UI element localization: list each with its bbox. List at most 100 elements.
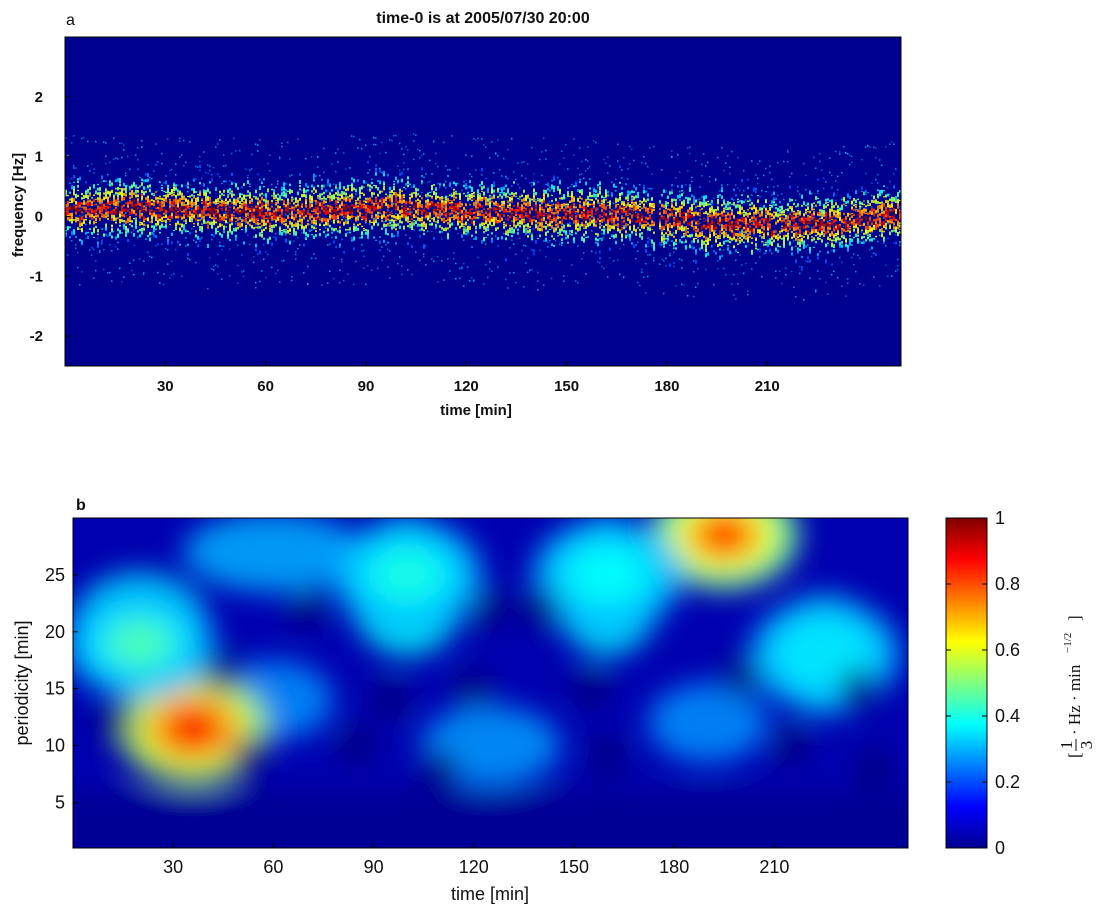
panel-a-spectrum-cell [425, 227, 427, 230]
panel-a-spectrum-cell [405, 201, 407, 204]
panel-a-spectrum-cell [569, 233, 571, 235]
panel-a-spectrum-cell [613, 260, 615, 262]
panel-a-spectrum-cell [511, 200, 513, 204]
panel-a-spectrum-cell [507, 287, 509, 289]
panel-a-spectrum-cell [71, 213, 73, 216]
panel-a-spectrum-cell [353, 135, 355, 138]
panel-a-spectrum-cell [563, 280, 565, 282]
panel-a-spectrum-cell [561, 221, 563, 225]
panel-a-spectrum-cell [121, 213, 123, 216]
panel-a-spectrum-cell [313, 173, 315, 178]
panel-a-spectrum-cell [333, 216, 335, 220]
panel-a-spectrum-cell [347, 198, 349, 202]
panel-a-spectrum-cell [215, 227, 217, 230]
panel-a-spectrum-cell [459, 216, 461, 220]
panel-a-spectrum-cell [331, 217, 333, 219]
panel-a-spectrum-cell [601, 233, 603, 235]
panel-a-spectrum-cell [189, 220, 191, 223]
panel-a-spectrum-cell [311, 221, 313, 224]
panel-a-spectrum-cell [179, 243, 181, 246]
panel-a-spectrum-cell [87, 165, 89, 167]
panel-a-spectrum-cell [471, 189, 473, 192]
panel-a-spectrum-cell [111, 235, 113, 239]
panel-a-spectrum-cell [313, 235, 315, 240]
panel-a-spectrum-cell [591, 208, 593, 212]
panel-a-spectrum-cell [83, 218, 85, 221]
panel-a-spectrum-cell [451, 135, 453, 137]
panel-a-spectrum-cell [377, 193, 379, 197]
panel-a-spectrum-cell [271, 242, 273, 246]
panel-a-spectrum-cell [197, 206, 199, 210]
panel-a-spectrum-cell [255, 234, 257, 237]
panel-a-spectrum-cell [475, 227, 477, 230]
panel-a-spectrum-cell [71, 239, 73, 242]
panel-a-spectrum-cell [169, 205, 171, 208]
panel-a-spectrum-cell [571, 218, 573, 221]
panel-a-spectrum-cell [199, 228, 201, 232]
panel-a-spectrum-cell [85, 209, 87, 213]
panel-a-spectrum-cell [447, 217, 449, 220]
panel-a-spectrum-cell [291, 216, 293, 219]
panel-a-spectrum-cell [437, 208, 439, 211]
panel-a-spectrum-cell [295, 210, 297, 212]
panel-a-spectrum-cell [551, 188, 553, 190]
panel-a-spectrum-cell [389, 224, 391, 227]
panel-a-spectrum-cell [205, 221, 207, 223]
panel-a-spectrum-cell [209, 165, 211, 167]
panel-a-spectrum-cell [639, 224, 641, 227]
panel-a-spectrum-cell [581, 198, 583, 200]
panel-a-spectrum-cell [641, 224, 643, 229]
panel-a-spectrum-cell [487, 202, 489, 206]
panel-a-spectrum-cell [603, 204, 605, 208]
panel-a-spectrum-cell [397, 193, 399, 197]
panel-a-spectrum-cell [353, 236, 355, 240]
panel-a-spectrum-cell [431, 222, 433, 225]
panel-a-spectrum-cell [241, 254, 243, 256]
panel-a-spectrum-cell [233, 193, 235, 196]
panel-a-spectrum-cell [647, 198, 649, 202]
panel-a-spectrum-cell [133, 233, 135, 237]
panel-a-spectrum-cell [295, 258, 297, 260]
panel-a-spectrum-cell [191, 213, 193, 217]
panel-a-spectrum-cell [433, 219, 435, 221]
panel-a-spectrum-cell [391, 221, 393, 223]
panel-a-spectrum-cell [555, 240, 557, 242]
panel-a-spectrum-cell [267, 162, 269, 165]
panel-a-spectrum-cell [419, 223, 421, 227]
panel-a-spectrum-cell [375, 218, 377, 220]
panel-a-spectrum-cell [251, 217, 253, 222]
panel-a-spectrum-cell [361, 218, 363, 221]
panel-a-spectrum-cell [527, 196, 529, 199]
panel-a-spectrum-cell [229, 187, 231, 192]
panel-a-spectrum-cell [571, 204, 573, 207]
panel-a-spectrum-cell [497, 227, 499, 230]
panel-a-spectrum-cell [271, 184, 273, 186]
panel-a-spectrum-cell [459, 201, 461, 205]
panel-a-spectrum-cell [503, 157, 505, 160]
panel-a-spectrum-cell [301, 189, 303, 192]
panel-a-spectrum-cell [535, 209, 537, 213]
panel-a-spectrum-cell [77, 194, 79, 197]
panel-a-spectrum-cell [299, 205, 301, 209]
panel-a-spectrum-cell [153, 228, 155, 233]
panel-a-spectrum-cell [165, 180, 167, 185]
panel-a-spectrum-cell [77, 218, 79, 221]
panel-a-spectrum-cell [125, 215, 127, 217]
panel-a-spectrum-cell [389, 139, 391, 141]
panel-a-spectrum-cell [157, 216, 159, 221]
panel-a-spectrum-cell [133, 192, 135, 195]
panel-a-spectrum-cell [335, 186, 337, 189]
panel-a-spectrum-cell [537, 271, 539, 274]
panel-a-spectrum-cell [181, 201, 183, 206]
panel-a-spectrum-cell [265, 222, 267, 226]
panel-a-spectrum-cell [443, 200, 445, 202]
panel-a-spectrum-cell [221, 245, 223, 248]
panel-a-spectrum-cell [533, 252, 535, 254]
panel-a-spectrum-cell [333, 228, 335, 232]
panel-a-spectrum-cell [137, 198, 139, 201]
panel-a-spectrum-cell [575, 216, 577, 220]
panel-a-spectrum-cell [219, 232, 221, 235]
panel-a-spectrum-cell [311, 203, 313, 208]
panel-a-spectrum-cell [599, 226, 601, 229]
panel-a-spectrum-cell [95, 215, 97, 217]
